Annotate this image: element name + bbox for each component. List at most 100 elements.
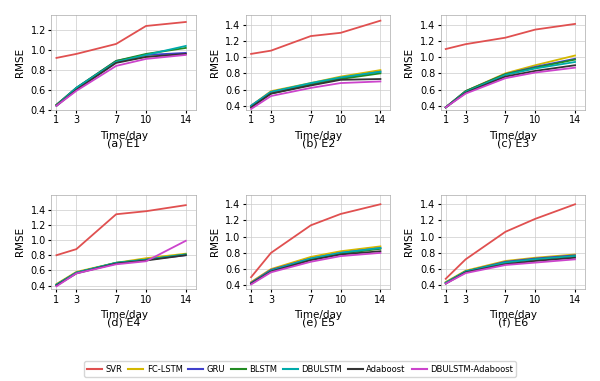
BLSTM <box>182 252 190 257</box>
Line: BLSTM: BLSTM <box>251 249 380 283</box>
Line: DBULSTM: DBULSTM <box>446 256 575 283</box>
DBULSTM-Adaboost <box>337 254 344 258</box>
GRU <box>268 267 275 272</box>
SVR <box>247 51 254 56</box>
Y-axis label: RMSE: RMSE <box>15 48 25 77</box>
DBULSTM-Adaboost <box>502 76 509 80</box>
Adaboost <box>502 74 509 79</box>
FC-LSTM <box>73 88 80 92</box>
BLSTM <box>307 82 314 87</box>
Adaboost <box>571 255 578 260</box>
FC-LSTM <box>502 259 509 263</box>
Adaboost <box>462 270 469 275</box>
Line: FC-LSTM: FC-LSTM <box>251 70 380 106</box>
FC-LSTM <box>307 255 314 259</box>
Line: FC-LSTM: FC-LSTM <box>56 54 186 105</box>
Line: BLSTM: BLSTM <box>251 73 380 107</box>
GRU <box>182 51 190 55</box>
GRU <box>571 56 578 61</box>
SVR <box>142 24 149 28</box>
SVR <box>377 202 384 207</box>
Adaboost <box>113 61 120 65</box>
Text: (a) E1: (a) E1 <box>107 138 140 148</box>
Adaboost <box>247 281 254 286</box>
Y-axis label: RMSE: RMSE <box>209 227 220 256</box>
Adaboost <box>182 253 190 258</box>
DBULSTM-Adaboost <box>247 107 254 111</box>
BLSTM <box>53 282 60 287</box>
Adaboost <box>142 54 149 59</box>
DBULSTM-Adaboost <box>53 104 60 108</box>
SVR <box>268 251 275 255</box>
DBULSTM-Adaboost <box>442 281 449 286</box>
FC-LSTM <box>247 104 254 108</box>
Line: DBULSTM-Adaboost: DBULSTM-Adaboost <box>446 68 575 107</box>
Line: BLSTM: BLSTM <box>446 256 575 283</box>
DBULSTM <box>53 104 60 108</box>
DBULSTM <box>532 66 539 71</box>
Line: SVR: SVR <box>56 22 186 58</box>
Line: Adaboost: Adaboost <box>56 54 186 106</box>
SVR <box>571 22 578 26</box>
BLSTM <box>377 247 384 251</box>
SVR <box>337 30 344 35</box>
SVR <box>247 275 254 279</box>
Adaboost <box>73 88 80 92</box>
Adaboost <box>307 258 314 263</box>
Adaboost <box>73 271 80 276</box>
Line: GRU: GRU <box>446 255 575 283</box>
SVR <box>113 42 120 46</box>
SVR <box>307 223 314 227</box>
FC-LSTM <box>442 280 449 284</box>
GRU <box>247 104 254 108</box>
GRU <box>53 102 60 107</box>
Line: DBULSTM-Adaboost: DBULSTM-Adaboost <box>56 55 186 106</box>
FC-LSTM <box>377 244 384 249</box>
BLSTM <box>268 91 275 96</box>
Text: (e) E5: (e) E5 <box>302 318 335 328</box>
FC-LSTM <box>571 53 578 58</box>
GRU <box>442 280 449 285</box>
DBULSTM <box>73 86 80 90</box>
SVR <box>182 20 190 24</box>
SVR <box>442 277 449 281</box>
FC-LSTM <box>532 63 539 67</box>
SVR <box>73 52 80 56</box>
FC-LSTM <box>462 89 469 93</box>
Line: GRU: GRU <box>251 248 380 283</box>
FC-LSTM <box>182 251 190 256</box>
Text: (f) E6: (f) E6 <box>498 318 528 328</box>
GRU <box>268 90 275 94</box>
BLSTM <box>113 59 120 63</box>
Line: FC-LSTM: FC-LSTM <box>56 254 186 284</box>
SVR <box>462 42 469 46</box>
Line: GRU: GRU <box>56 53 186 105</box>
Line: DBULSTM-Adaboost: DBULSTM-Adaboost <box>251 82 380 109</box>
SVR <box>532 27 539 32</box>
DBULSTM-Adaboost <box>247 282 254 287</box>
BLSTM <box>337 251 344 256</box>
Line: DBULSTM: DBULSTM <box>446 62 575 107</box>
DBULSTM-Adaboost <box>142 259 149 264</box>
BLSTM <box>73 86 80 90</box>
DBULSTM-Adaboost <box>307 259 314 264</box>
SVR <box>571 202 578 207</box>
Y-axis label: RMSE: RMSE <box>209 48 220 77</box>
Line: BLSTM: BLSTM <box>446 59 575 107</box>
BLSTM <box>442 105 449 110</box>
SVR <box>442 47 449 51</box>
DBULSTM <box>268 90 275 94</box>
Adaboost <box>142 258 149 263</box>
Adaboost <box>247 105 254 110</box>
Adaboost <box>53 104 60 108</box>
BLSTM <box>73 271 80 275</box>
Y-axis label: RMSE: RMSE <box>404 48 414 77</box>
FC-LSTM <box>442 105 449 110</box>
DBULSTM <box>247 281 254 286</box>
Line: SVR: SVR <box>251 21 380 54</box>
GRU <box>571 253 578 258</box>
GRU <box>247 280 254 285</box>
FC-LSTM <box>307 81 314 85</box>
DBULSTM-Adaboost <box>532 70 539 75</box>
DBULSTM-Adaboost <box>53 284 60 288</box>
